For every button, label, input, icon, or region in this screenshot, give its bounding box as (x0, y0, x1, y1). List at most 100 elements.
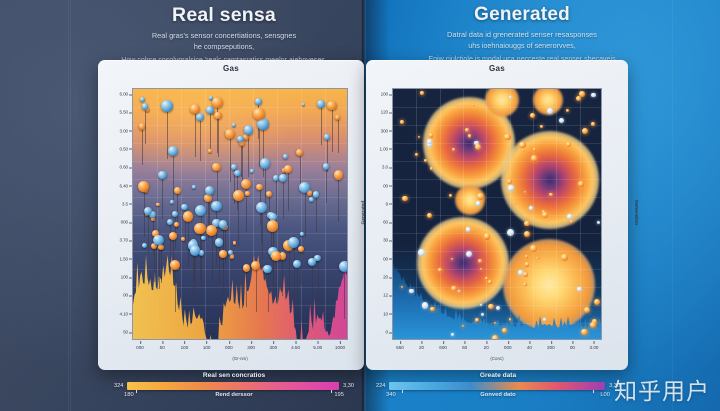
scatter-point-blue[interactable] (189, 245, 201, 257)
scatter-point-orange[interactable] (138, 123, 146, 130)
heat-point-marker[interactable] (424, 159, 428, 163)
heat-point-marker[interactable] (429, 133, 434, 138)
scatter-point-blue[interactable] (195, 205, 207, 217)
scatter-point-blue[interactable] (139, 96, 145, 103)
scatter-point-blue[interactable] (299, 181, 311, 193)
scatter-point-blue[interactable] (259, 158, 271, 169)
scatter-point-orange[interactable] (240, 179, 251, 190)
heat-point-marker[interactable] (451, 285, 457, 292)
scatter-point-blue[interactable] (149, 211, 157, 219)
scatter-point-blue[interactable] (161, 100, 173, 112)
scatter-point-orange[interactable] (327, 100, 337, 111)
scatter-point-blue[interactable] (263, 264, 272, 274)
heat-point-marker[interactable] (579, 91, 585, 97)
scatter-point-orange[interactable] (214, 111, 223, 120)
scatter-point-blue[interactable] (273, 174, 280, 181)
heat-point-marker[interactable] (487, 279, 492, 284)
heat-point-marker[interactable] (402, 195, 408, 202)
scatter-point-orange[interactable] (333, 170, 344, 180)
scatter-point-blue[interactable] (211, 200, 222, 211)
heat-point-marker[interactable] (430, 306, 435, 312)
scatter-point-orange[interactable] (152, 229, 160, 237)
scatter-point-blue[interactable] (157, 170, 167, 180)
scatter-point-blue[interactable] (249, 169, 254, 174)
scatter-point-blue[interactable] (214, 238, 224, 247)
heat-point-marker[interactable] (409, 288, 414, 294)
heat-point-marker[interactable] (590, 121, 595, 126)
heat-point-marker[interactable] (475, 201, 481, 206)
heat-point-marker[interactable] (501, 327, 508, 334)
scatter-point-blue[interactable] (143, 207, 152, 216)
heat-point-marker[interactable] (474, 143, 481, 150)
scatter-point-blue[interactable] (314, 254, 321, 262)
heat-point-marker[interactable] (477, 258, 482, 264)
scatter-point-blue[interactable] (254, 97, 262, 105)
scatter-point-orange[interactable] (253, 108, 265, 120)
heat-point-marker[interactable] (590, 322, 597, 328)
heat-point-marker[interactable] (525, 255, 528, 258)
heat-point-marker[interactable] (508, 318, 512, 321)
heat-point-marker[interactable] (530, 113, 535, 119)
scatter-point-orange[interactable] (278, 252, 287, 260)
heat-point-marker[interactable] (449, 194, 453, 198)
heat-point-marker[interactable] (570, 220, 573, 223)
heat-point-marker[interactable] (528, 205, 534, 211)
heat-point-marker[interactable] (566, 141, 572, 147)
heat-point-marker[interactable] (523, 282, 528, 287)
scatter-point-blue[interactable] (293, 259, 302, 268)
scatter-point-blue[interactable] (300, 232, 305, 237)
heat-point-marker[interactable] (426, 138, 433, 145)
scatter-point-orange[interactable] (182, 211, 194, 223)
heat-point-marker[interactable] (465, 227, 471, 232)
heat-point-marker[interactable] (581, 328, 589, 336)
heat-point-marker[interactable] (596, 221, 600, 225)
heat-point-marker[interactable] (483, 232, 491, 240)
right-colorbar[interactable] (389, 381, 606, 390)
heat-point-marker[interactable] (541, 210, 546, 214)
scatter-point-orange[interactable] (306, 190, 312, 196)
scatter-point-blue[interactable] (206, 105, 215, 115)
scatter-point-orange[interactable] (225, 128, 236, 139)
scatter-point-blue[interactable] (153, 234, 164, 246)
scatter-point-blue[interactable] (243, 125, 254, 135)
scatter-point-blue[interactable] (195, 112, 205, 122)
scatter-point-orange[interactable] (245, 191, 250, 196)
scatter-point-blue[interactable] (237, 135, 245, 143)
heat-point-marker[interactable] (496, 305, 501, 310)
scatter-point-orange[interactable] (242, 264, 250, 272)
scatter-point-orange[interactable] (204, 194, 213, 203)
scatter-point-blue[interactable] (338, 261, 347, 273)
heat-point-marker[interactable] (594, 298, 601, 305)
heat-point-marker[interactable] (575, 95, 582, 101)
scatter-point-orange[interactable] (233, 241, 237, 245)
scatter-point-orange[interactable] (283, 165, 292, 174)
heat-point-marker[interactable] (530, 155, 538, 162)
heat-point-marker[interactable] (400, 120, 404, 125)
scatter-point-blue[interactable] (141, 102, 149, 110)
scatter-point-orange[interactable] (243, 134, 249, 140)
heat-point-marker[interactable] (464, 128, 469, 133)
scatter-point-blue[interactable] (278, 173, 287, 182)
heat-point-marker[interactable] (480, 313, 484, 317)
scatter-point-orange[interactable] (250, 260, 261, 271)
scatter-point-blue[interactable] (234, 169, 241, 176)
scatter-point-blue[interactable] (255, 201, 268, 214)
scatter-point-orange[interactable] (238, 139, 246, 147)
scatter-point-blue[interactable] (192, 184, 197, 189)
heat-point-marker[interactable] (577, 286, 582, 291)
heat-point-marker[interactable] (421, 302, 429, 309)
heat-point-marker[interactable] (513, 202, 516, 205)
heat-point-marker[interactable] (524, 220, 530, 227)
heat-point-marker[interactable] (426, 212, 433, 219)
scatter-point-orange[interactable] (271, 251, 282, 261)
heat-point-marker[interactable] (491, 335, 499, 339)
heat-point-marker[interactable] (480, 304, 483, 307)
scatter-point-blue[interactable] (302, 103, 306, 107)
heat-point-marker[interactable] (400, 285, 404, 289)
scatter-point-orange[interactable] (190, 104, 201, 115)
scatter-point-blue[interactable] (268, 212, 277, 221)
scatter-point-blue[interactable] (308, 258, 316, 266)
scatter-point-blue[interactable] (257, 118, 269, 130)
scatter-point-orange[interactable] (138, 181, 150, 192)
heat-point-marker[interactable] (471, 103, 474, 106)
